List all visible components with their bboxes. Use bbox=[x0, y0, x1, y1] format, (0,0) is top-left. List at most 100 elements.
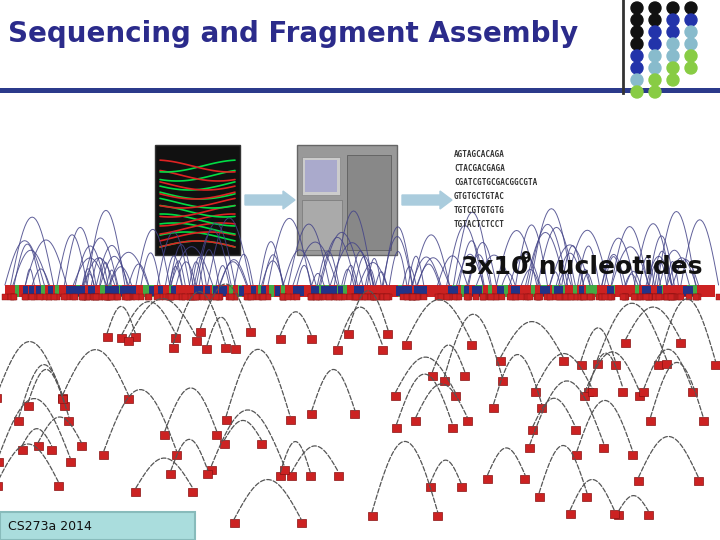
FancyBboxPatch shape bbox=[426, 483, 435, 491]
FancyBboxPatch shape bbox=[543, 285, 546, 297]
FancyBboxPatch shape bbox=[174, 294, 179, 300]
FancyBboxPatch shape bbox=[642, 286, 647, 296]
FancyBboxPatch shape bbox=[586, 285, 590, 297]
FancyBboxPatch shape bbox=[460, 372, 469, 380]
FancyBboxPatch shape bbox=[428, 372, 437, 380]
FancyBboxPatch shape bbox=[213, 294, 219, 300]
FancyBboxPatch shape bbox=[575, 294, 580, 300]
FancyBboxPatch shape bbox=[168, 294, 174, 300]
FancyBboxPatch shape bbox=[409, 294, 415, 300]
FancyBboxPatch shape bbox=[420, 294, 427, 300]
FancyBboxPatch shape bbox=[45, 294, 52, 300]
FancyBboxPatch shape bbox=[300, 286, 305, 296]
FancyBboxPatch shape bbox=[0, 482, 2, 490]
FancyBboxPatch shape bbox=[145, 294, 152, 300]
FancyBboxPatch shape bbox=[2, 294, 8, 300]
FancyBboxPatch shape bbox=[456, 483, 466, 491]
FancyBboxPatch shape bbox=[15, 285, 19, 297]
Circle shape bbox=[631, 14, 643, 26]
FancyBboxPatch shape bbox=[199, 286, 203, 296]
FancyBboxPatch shape bbox=[409, 294, 415, 300]
FancyBboxPatch shape bbox=[535, 294, 541, 300]
FancyBboxPatch shape bbox=[694, 477, 703, 485]
FancyBboxPatch shape bbox=[555, 285, 559, 297]
Circle shape bbox=[667, 50, 679, 62]
FancyBboxPatch shape bbox=[101, 285, 105, 297]
FancyBboxPatch shape bbox=[239, 286, 244, 296]
FancyBboxPatch shape bbox=[657, 286, 662, 296]
FancyBboxPatch shape bbox=[193, 294, 199, 300]
FancyBboxPatch shape bbox=[143, 285, 147, 297]
FancyBboxPatch shape bbox=[93, 294, 99, 300]
FancyBboxPatch shape bbox=[71, 294, 76, 300]
FancyBboxPatch shape bbox=[568, 294, 574, 300]
FancyBboxPatch shape bbox=[22, 294, 28, 300]
FancyBboxPatch shape bbox=[371, 294, 377, 300]
FancyBboxPatch shape bbox=[210, 294, 216, 300]
FancyBboxPatch shape bbox=[526, 444, 534, 452]
FancyBboxPatch shape bbox=[562, 294, 568, 300]
FancyBboxPatch shape bbox=[590, 294, 595, 300]
FancyBboxPatch shape bbox=[423, 286, 428, 296]
FancyBboxPatch shape bbox=[232, 294, 238, 300]
Circle shape bbox=[667, 62, 679, 74]
FancyBboxPatch shape bbox=[652, 294, 658, 300]
Circle shape bbox=[649, 26, 661, 38]
FancyBboxPatch shape bbox=[515, 286, 520, 296]
FancyBboxPatch shape bbox=[456, 294, 462, 300]
FancyBboxPatch shape bbox=[125, 294, 130, 300]
FancyBboxPatch shape bbox=[531, 285, 536, 297]
FancyBboxPatch shape bbox=[646, 294, 652, 300]
FancyBboxPatch shape bbox=[541, 285, 544, 297]
FancyBboxPatch shape bbox=[168, 285, 173, 297]
FancyBboxPatch shape bbox=[671, 294, 678, 300]
FancyBboxPatch shape bbox=[5, 285, 715, 297]
FancyBboxPatch shape bbox=[246, 328, 255, 336]
FancyBboxPatch shape bbox=[318, 285, 321, 297]
FancyBboxPatch shape bbox=[339, 294, 345, 300]
FancyBboxPatch shape bbox=[124, 395, 132, 403]
FancyBboxPatch shape bbox=[654, 361, 663, 369]
FancyBboxPatch shape bbox=[321, 294, 327, 300]
FancyBboxPatch shape bbox=[621, 339, 630, 347]
FancyBboxPatch shape bbox=[302, 200, 342, 250]
FancyBboxPatch shape bbox=[55, 285, 58, 297]
FancyBboxPatch shape bbox=[678, 294, 684, 300]
FancyBboxPatch shape bbox=[117, 334, 127, 342]
FancyBboxPatch shape bbox=[133, 294, 139, 300]
FancyBboxPatch shape bbox=[588, 388, 597, 396]
Circle shape bbox=[685, 26, 697, 38]
FancyBboxPatch shape bbox=[631, 294, 637, 300]
FancyBboxPatch shape bbox=[636, 294, 643, 300]
FancyBboxPatch shape bbox=[228, 294, 234, 300]
FancyBboxPatch shape bbox=[420, 286, 425, 296]
FancyBboxPatch shape bbox=[559, 294, 564, 300]
FancyBboxPatch shape bbox=[446, 294, 452, 300]
FancyBboxPatch shape bbox=[384, 294, 390, 300]
FancyBboxPatch shape bbox=[659, 285, 662, 297]
FancyBboxPatch shape bbox=[500, 285, 504, 297]
FancyBboxPatch shape bbox=[91, 294, 97, 300]
FancyBboxPatch shape bbox=[544, 294, 550, 300]
FancyBboxPatch shape bbox=[599, 294, 605, 300]
FancyBboxPatch shape bbox=[217, 294, 222, 300]
FancyBboxPatch shape bbox=[638, 294, 644, 300]
FancyBboxPatch shape bbox=[483, 475, 492, 483]
FancyBboxPatch shape bbox=[261, 286, 266, 296]
FancyBboxPatch shape bbox=[559, 357, 567, 365]
FancyBboxPatch shape bbox=[511, 286, 516, 296]
FancyBboxPatch shape bbox=[534, 294, 540, 300]
FancyBboxPatch shape bbox=[433, 512, 442, 520]
FancyBboxPatch shape bbox=[580, 294, 585, 300]
FancyBboxPatch shape bbox=[286, 416, 294, 424]
FancyBboxPatch shape bbox=[584, 388, 593, 396]
FancyBboxPatch shape bbox=[566, 510, 575, 518]
FancyBboxPatch shape bbox=[280, 294, 287, 300]
FancyBboxPatch shape bbox=[600, 444, 608, 452]
FancyBboxPatch shape bbox=[80, 286, 85, 296]
FancyBboxPatch shape bbox=[454, 294, 459, 300]
FancyBboxPatch shape bbox=[248, 294, 253, 300]
FancyBboxPatch shape bbox=[171, 334, 181, 342]
FancyBboxPatch shape bbox=[24, 402, 32, 410]
FancyBboxPatch shape bbox=[320, 286, 325, 296]
